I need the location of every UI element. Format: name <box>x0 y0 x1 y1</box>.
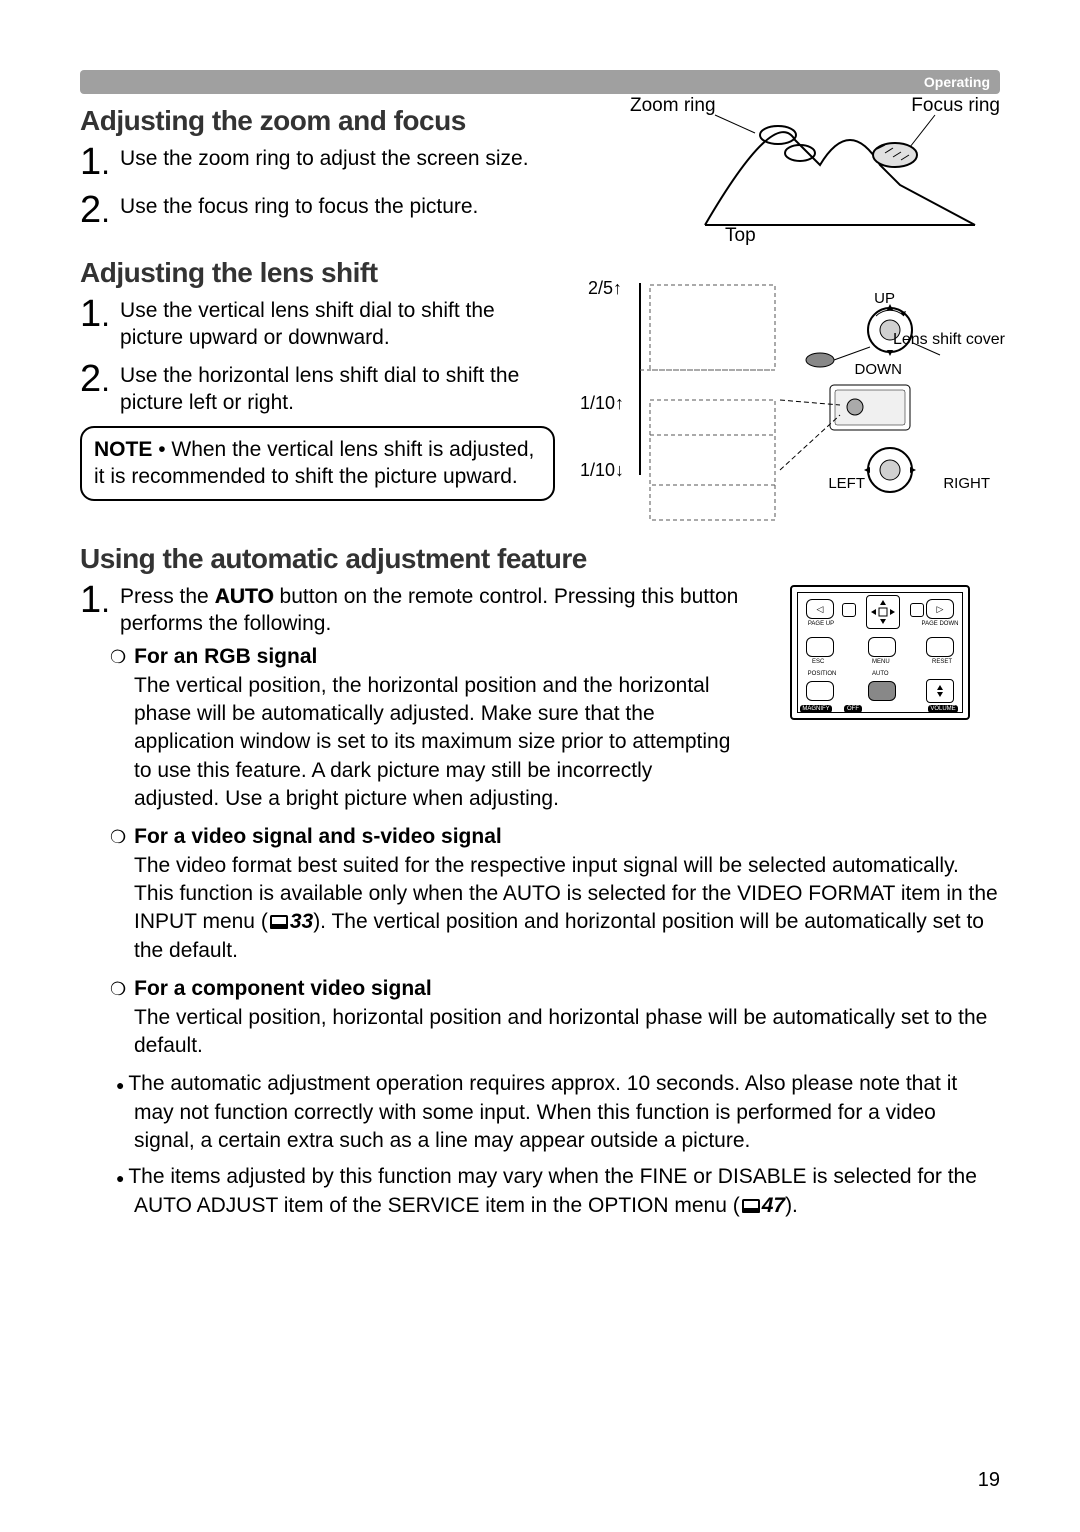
off-label: OFF <box>844 705 862 713</box>
top-label: Top <box>725 225 756 247</box>
esc-btn <box>806 637 834 657</box>
auto-sub-list: For an RGB signal The vertical position,… <box>110 643 1000 1220</box>
rgb-body: The vertical position, the horizontal po… <box>134 672 734 814</box>
label-2-5: 2/5↑ <box>588 278 622 299</box>
menu-label: MENU <box>872 659 890 665</box>
lens-shift-list: 1. Use the vertical lens shift dial to s… <box>80 295 555 416</box>
mini-btn-l <box>842 603 856 617</box>
label-down: DOWN <box>855 361 903 378</box>
page-up-label: PAGE UP <box>804 621 838 627</box>
list-item: 1. Use the zoom ring to adjust the scree… <box>80 143 640 181</box>
zoom-focus-list: 1. Use the zoom ring to adjust the scree… <box>80 143 640 229</box>
item-number: 2. <box>80 191 110 229</box>
reset-btn <box>926 637 954 657</box>
auto-btn-highlight <box>868 681 896 701</box>
page-down-label: PAGE DOWN <box>920 621 960 627</box>
focus-ring-label: Focus ring <box>911 95 1000 117</box>
video-body: The video format best suited for the res… <box>134 852 1000 965</box>
item-text: Use the zoom ring to adjust the screen s… <box>120 143 529 172</box>
item-number: 1. <box>80 295 110 333</box>
menu-btn <box>868 637 896 657</box>
item-number: 1. <box>80 143 110 181</box>
lens-shift-title: Adjusting the lens shift <box>80 257 555 289</box>
page-number: 19 <box>978 1469 1000 1492</box>
list-item: 2. Use the focus ring to focus the pictu… <box>80 191 640 229</box>
note-box: NOTE • When the vertical lens shift is a… <box>80 426 555 501</box>
label-1-10-down: 1/10↓ <box>580 460 624 481</box>
position-label: POSITION <box>804 671 840 677</box>
item-text: Use the focus ring to focus the picture. <box>120 191 478 220</box>
dpad <box>866 595 900 629</box>
book-icon <box>742 1199 760 1213</box>
item-text: Use the horizontal lens shift dial to sh… <box>120 360 555 417</box>
auto-label: AUTO <box>872 671 889 677</box>
note-label: NOTE <box>94 438 152 461</box>
auto-lead-text: Press the AUTO button on the remote cont… <box>120 581 750 638</box>
item-text: Use the vertical lens shift dial to shif… <box>120 295 555 352</box>
component-body: The vertical position, horizontal positi… <box>134 1004 1000 1061</box>
label-left: LEFT <box>828 475 865 492</box>
zoom-ring-label: Zoom ring <box>630 95 716 117</box>
item-number: 2. <box>80 360 110 398</box>
auto-button-name: AUTO <box>215 585 274 608</box>
lens-shift-section: Adjusting the lens shift 1. Use the vert… <box>80 257 555 501</box>
note-text: • When the vertical lens shift is adjust… <box>94 438 534 488</box>
position-btn <box>806 681 834 701</box>
bullet-1: The automatic adjustment operation requi… <box>134 1070 1000 1155</box>
label-right: RIGHT <box>943 475 990 492</box>
keystone-btn: ◁ <box>806 599 834 619</box>
page-content: Adjusting the zoom and focus 1. Use the … <box>80 105 1000 1492</box>
right-top-btn: ▷ <box>926 599 954 619</box>
lens-shift-svg <box>580 275 1000 555</box>
bullet-2: The items adjusted by this function may … <box>134 1163 1000 1220</box>
volume-label: VOLUME <box>928 705 958 713</box>
label-1-10-up: 1/10↑ <box>580 393 624 414</box>
list-item: 1. Use the vertical lens shift dial to s… <box>80 295 555 352</box>
volume-btn <box>926 679 954 703</box>
list-item: 2. Use the horizontal lens shift dial to… <box>80 360 555 417</box>
header-category: Operating <box>924 74 990 90</box>
zoom-focus-title: Adjusting the zoom and focus <box>80 105 640 137</box>
lens-shift-diagram: 2/5↑ 1/10↑ 1/10↓ UP DOWN LEFT RIGHT Lens… <box>580 275 1000 555</box>
label-up: UP <box>874 290 895 307</box>
item-number: 1. <box>80 581 110 619</box>
video-heading: For a video signal and s-video signal <box>110 823 1000 851</box>
mini-btn-r <box>910 603 924 617</box>
component-heading: For a component video signal <box>110 975 1000 1003</box>
projector-top-icon <box>620 95 1000 255</box>
label-lens-cover: Lens shift cover <box>893 331 1005 349</box>
remote-illustration: ◁ ▷ PAGE UP PAGE DOWN ESC MENU RESET POS… <box>790 585 970 720</box>
book-icon <box>270 915 288 929</box>
header-bar: Operating <box>80 70 1000 94</box>
esc-label: ESC <box>812 659 824 665</box>
reset-label: RESET <box>932 659 952 665</box>
zoom-focus-diagram: Zoom ring Focus ring Top <box>620 95 1000 255</box>
zoom-focus-section: Adjusting the zoom and focus 1. Use the … <box>80 105 640 229</box>
magnify-label: MAGNIFY <box>800 705 832 713</box>
